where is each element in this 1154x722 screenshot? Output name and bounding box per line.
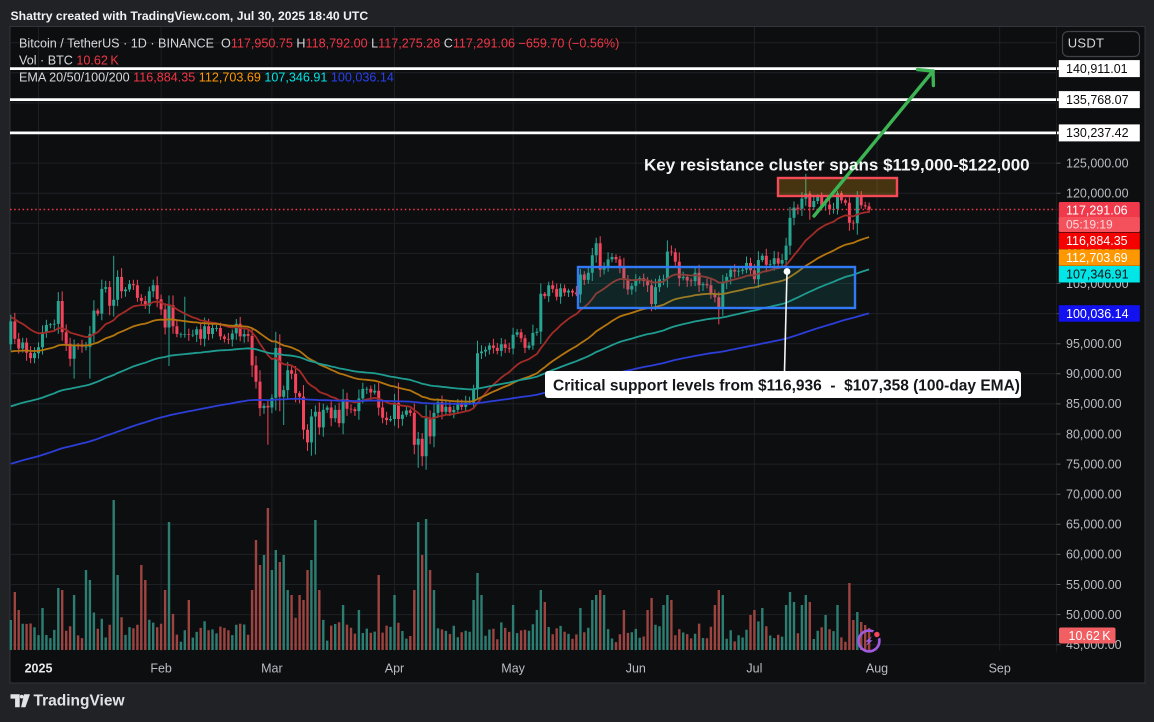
svg-text:10.62 K: 10.62 K <box>1069 629 1112 643</box>
svg-text:Mar: Mar <box>261 662 283 676</box>
svg-text:Apr: Apr <box>385 662 404 676</box>
svg-text:Shattry created with TradingVi: Shattry created with TradingView.com, Ju… <box>11 9 369 23</box>
svg-text:100,036.14: 100,036.14 <box>1066 307 1129 321</box>
svg-text:50,000.00: 50,000.00 <box>1066 608 1122 622</box>
svg-text:Critical support levels from $: Critical support levels from $116,936 - … <box>553 378 1020 395</box>
svg-text:TradingView: TradingView <box>34 693 126 710</box>
svg-text:Vol · BTC 10.62 K: Vol · BTC 10.62 K <box>19 54 119 68</box>
svg-text:EMA 20/50/100/200 116,884.35 1: EMA 20/50/100/200 116,884.35 112,703.69 … <box>19 71 394 85</box>
svg-text:140,911.01: 140,911.01 <box>1066 62 1128 76</box>
svg-text:135,768.07: 135,768.07 <box>1066 93 1129 107</box>
svg-text:Sep: Sep <box>989 662 1011 676</box>
svg-text:Feb: Feb <box>150 662 172 676</box>
svg-text:Bitcoin / TetherUS · 1D · BINA: Bitcoin / TetherUS · 1D · BINANCE O117,9… <box>19 37 619 51</box>
svg-text:55,000.00: 55,000.00 <box>1066 578 1122 592</box>
svg-text:116,884.35: 116,884.35 <box>1066 234 1128 248</box>
svg-text:112,703.69: 112,703.69 <box>1066 251 1128 265</box>
svg-text:Jul: Jul <box>746 662 762 676</box>
svg-text:70,000.00: 70,000.00 <box>1066 488 1122 502</box>
svg-text:05:19:19: 05:19:19 <box>1066 218 1113 232</box>
svg-text:125,000.00: 125,000.00 <box>1066 156 1129 170</box>
svg-text:85,000.00: 85,000.00 <box>1066 397 1122 411</box>
svg-text:Jun: Jun <box>626 662 646 676</box>
svg-text:95,000.00: 95,000.00 <box>1066 337 1122 351</box>
svg-text:60,000.00: 60,000.00 <box>1066 548 1122 562</box>
svg-text:Key resistance cluster spans $: Key resistance cluster spans $119,000-$1… <box>644 156 1030 175</box>
svg-text:75,000.00: 75,000.00 <box>1066 457 1122 471</box>
svg-text:65,000.00: 65,000.00 <box>1066 518 1122 532</box>
svg-text:117,291.06: 117,291.06 <box>1066 204 1128 218</box>
svg-text:Aug: Aug <box>866 662 888 676</box>
svg-text:107,346.91: 107,346.91 <box>1066 268 1129 282</box>
svg-text:120,000.00: 120,000.00 <box>1066 187 1129 201</box>
svg-text:USDT: USDT <box>1068 36 1105 51</box>
svg-text:May: May <box>501 662 525 676</box>
svg-text:80,000.00: 80,000.00 <box>1066 427 1122 441</box>
svg-text:130,237.42: 130,237.42 <box>1066 126 1129 140</box>
svg-text:2025: 2025 <box>25 662 53 676</box>
svg-text:90,000.00: 90,000.00 <box>1066 367 1122 381</box>
